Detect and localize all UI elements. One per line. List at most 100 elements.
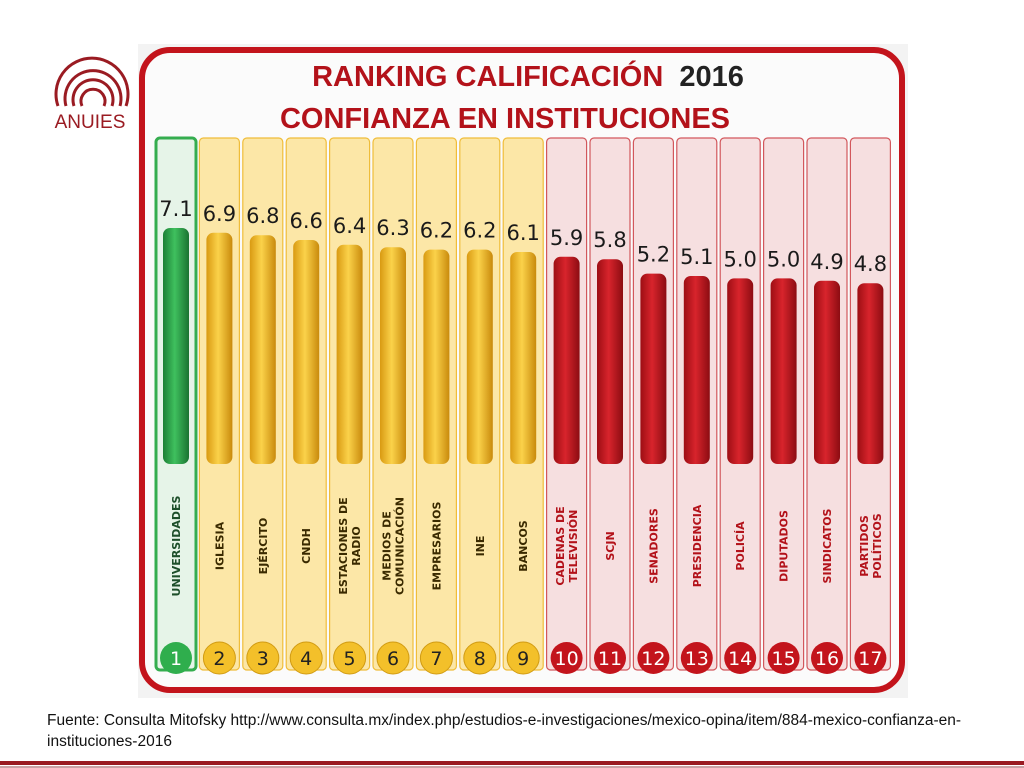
value-label: 5.8 [593, 228, 626, 252]
rank-number: 14 [728, 648, 752, 670]
value-label: 5.9 [550, 226, 583, 250]
category-label: EJÉRCITO [257, 518, 270, 575]
category-label-line: MEDIOS DE [381, 511, 394, 580]
bar [510, 252, 537, 464]
bar [857, 283, 884, 464]
category-label-line: PRESIDENCIA [691, 504, 704, 587]
value-label: 6.8 [246, 204, 279, 228]
chart-title-year: 2016 [679, 61, 744, 93]
bar [423, 249, 450, 464]
value-label: 4.8 [854, 252, 887, 276]
footer-divider-thin [0, 766, 1024, 768]
category-label-line: RADIO [350, 526, 363, 566]
category-label: MEDIOS DECOMUNICACIÓN [381, 497, 407, 595]
rank-circle [289, 641, 323, 675]
value-label: 6.9 [203, 202, 236, 226]
bar [727, 278, 754, 464]
rank-number: 2 [213, 648, 225, 670]
rank-circle [854, 642, 887, 674]
category-label: CADENAS DETELEVISIÓN [554, 506, 580, 585]
rank-circle [811, 642, 843, 674]
category-label: INE [474, 536, 487, 557]
ranking-chart: RANKING CALIFICACIÓN 2016 CONFIANZA EN I… [139, 47, 905, 693]
rank-number: 8 [474, 648, 486, 670]
rank-number: 16 [815, 648, 839, 670]
anuies-rings-icon [54, 56, 130, 107]
category-label-line: CADENAS DE [554, 506, 567, 585]
category-label-line: POLÍTICOS [871, 513, 884, 579]
bar [597, 259, 623, 464]
rank-circle [202, 641, 236, 675]
bar [336, 244, 363, 464]
chart-title-line1: RANKING CALIFICACIÓN 2016 [312, 59, 744, 93]
category-label: SCJN [604, 531, 617, 560]
category-label-line: UNIVERSIDADES [170, 495, 183, 596]
category-label: DIPUTADOS [778, 510, 791, 582]
rank-circle [637, 642, 670, 674]
category-label: CNDH [300, 528, 313, 564]
source-citation: Fuente: Consulta Mitofsky http://www.con… [47, 712, 962, 750]
rank-circle [680, 642, 713, 674]
category-label: BANCOS [517, 520, 530, 572]
category-label: PRESIDENCIA [691, 504, 704, 587]
chart-title-line2: CONFIANZA EN INSTITUCIONES [280, 103, 730, 135]
category-label-line: EJÉRCITO [257, 518, 270, 575]
rank-number: 6 [387, 648, 399, 670]
rank-number: 4 [300, 648, 312, 670]
rank-number: 5 [344, 648, 356, 670]
category-label-line: IGLESIA [213, 521, 226, 570]
rank-number: 11 [598, 648, 622, 670]
value-label: 6.1 [506, 221, 539, 245]
bar [163, 228, 189, 464]
rank-number: 3 [257, 648, 269, 670]
bar [293, 240, 320, 464]
category-label-line: DIPUTADOS [778, 510, 791, 582]
footer-divider [0, 761, 1024, 765]
rank-number: 15 [772, 648, 796, 670]
rank-circle [160, 642, 192, 674]
bar [380, 247, 406, 464]
chart-title-main: RANKING CALIFICACIÓN [312, 59, 663, 93]
category-label: SINDICATOS [821, 508, 834, 583]
rank-circle [767, 642, 800, 674]
category-label: UNIVERSIDADES [170, 495, 183, 596]
category-label-line: POLICÍA [734, 521, 747, 571]
bar [553, 256, 580, 464]
category-label-line: INE [474, 536, 487, 557]
rank-circle [333, 641, 367, 675]
category-label: EMPRESARIOS [430, 502, 443, 591]
rank-number: 12 [641, 648, 665, 670]
value-label: 5.2 [637, 243, 670, 267]
category-label-line: TELEVISIÓN [567, 510, 580, 583]
bar [814, 280, 840, 464]
value-label: 6.3 [376, 216, 409, 240]
rank-circle [724, 642, 757, 674]
rank-circle [550, 642, 583, 674]
rank-number: 9 [517, 648, 529, 670]
category-label-line: EMPRESARIOS [430, 502, 443, 591]
value-label: 6.4 [333, 214, 366, 238]
bar [640, 273, 667, 464]
category-label-line: CNDH [300, 528, 313, 564]
category-label-line: COMUNICACIÓN [394, 497, 407, 595]
category-label: ESTACIONES DERADIO [337, 497, 363, 594]
chart-area: RANKING CALIFICACIÓN 2016 CONFIANZA EN I… [138, 44, 908, 698]
rank-number: 13 [685, 648, 709, 670]
category-label-line: SENADORES [647, 508, 660, 584]
category-label-line: PARTIDOS [858, 515, 871, 577]
value-label: 6.2 [463, 219, 496, 243]
anuies-logo: ANUIES [40, 26, 140, 138]
value-label: 4.9 [810, 250, 843, 274]
rank-number: 7 [430, 648, 442, 670]
rank-circle [506, 641, 540, 675]
category-label-line: SCJN [604, 531, 617, 560]
rank-number: 17 [858, 648, 882, 670]
value-label: 5.1 [680, 245, 713, 269]
bar [683, 276, 710, 464]
value-label: 5.0 [767, 247, 800, 271]
rank-circle [594, 642, 626, 674]
value-label: 6.6 [289, 209, 322, 233]
value-label: 6.2 [420, 219, 453, 243]
bar [249, 235, 276, 464]
bar [206, 232, 233, 464]
